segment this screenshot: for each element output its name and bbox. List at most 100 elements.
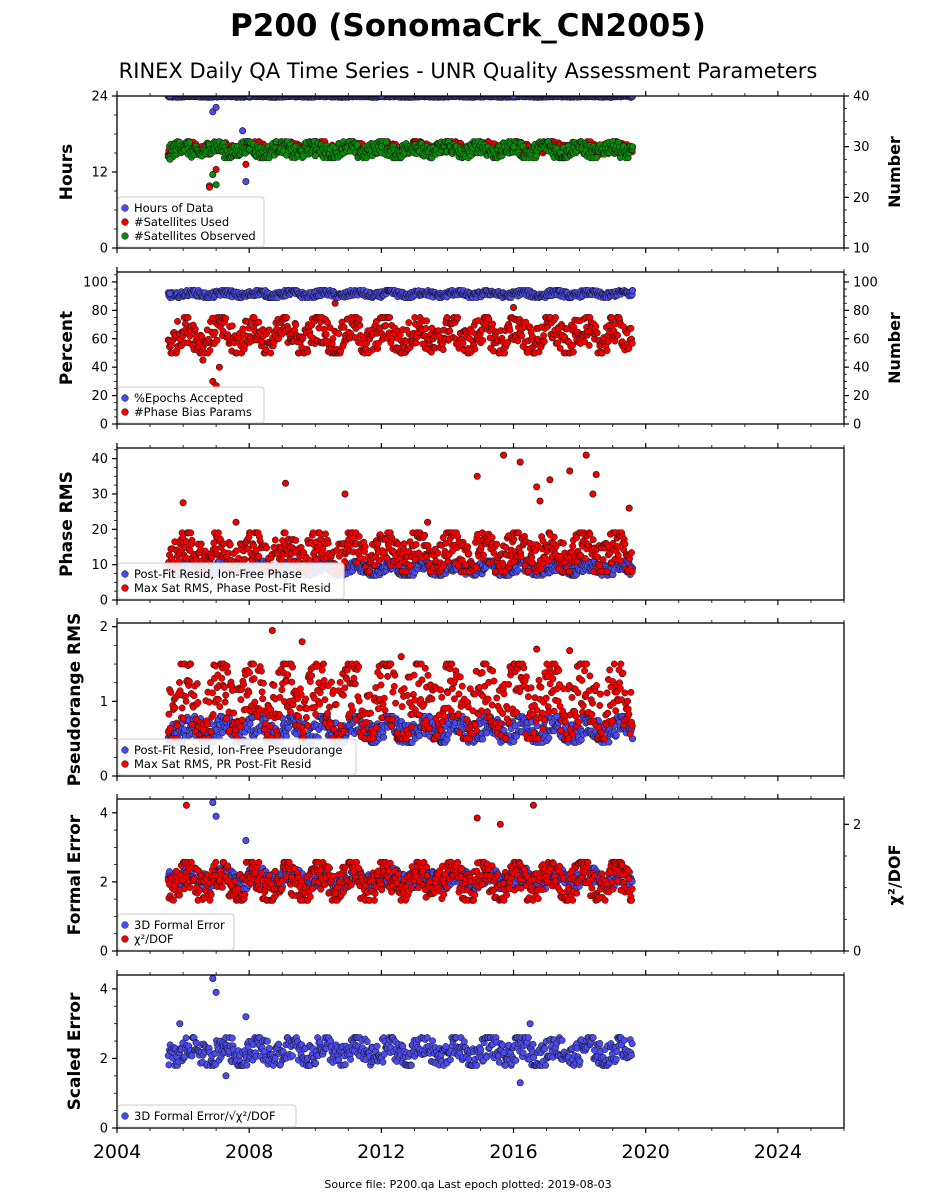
data-point xyxy=(359,556,365,562)
data-point xyxy=(401,541,407,547)
data-point xyxy=(227,541,233,547)
y-right-tick-label: 30 xyxy=(853,140,870,155)
legend-marker xyxy=(122,395,129,402)
data-point xyxy=(552,314,558,320)
legend-marker xyxy=(122,409,129,416)
data-point xyxy=(435,550,441,556)
data-point xyxy=(570,349,576,355)
data-point xyxy=(330,335,336,341)
data-point xyxy=(489,534,495,540)
y-right-tick-label: 60 xyxy=(853,332,870,347)
data-point xyxy=(527,324,533,330)
data-point xyxy=(357,322,363,328)
data-point xyxy=(325,540,331,546)
data-point xyxy=(213,182,219,188)
data-point xyxy=(501,350,507,356)
y-axis-label: Hours xyxy=(57,144,77,201)
data-point xyxy=(371,562,377,568)
data-point xyxy=(628,325,634,331)
data-point xyxy=(354,142,360,148)
data-point xyxy=(541,338,547,344)
legend-label: #Satellites Observed xyxy=(134,229,256,243)
y-right-axis-label: Number xyxy=(885,136,904,208)
legend: Hours of Data#Satellites Used#Satellites… xyxy=(118,197,264,247)
data-point xyxy=(167,156,173,162)
data-point xyxy=(212,329,218,335)
data-point xyxy=(540,332,546,338)
data-point xyxy=(268,350,274,356)
data-point xyxy=(322,531,328,537)
data-point xyxy=(383,322,389,328)
data-point xyxy=(519,333,525,339)
y-tick-label: 0 xyxy=(100,418,108,433)
data-point xyxy=(510,144,516,150)
data-point xyxy=(378,144,384,150)
data-point xyxy=(184,555,190,561)
data-point xyxy=(192,326,198,332)
data-point xyxy=(216,364,222,370)
data-point xyxy=(386,314,392,320)
data-point xyxy=(490,321,496,327)
data-point xyxy=(629,144,635,150)
data-point xyxy=(472,346,478,352)
data-point xyxy=(174,318,180,324)
data-point xyxy=(264,545,270,551)
data-point xyxy=(480,337,486,343)
y-tick-label: 80 xyxy=(91,304,108,319)
y-right-tick-label: 40 xyxy=(853,90,870,105)
series-1 xyxy=(165,287,636,301)
data-point xyxy=(198,541,204,547)
data-point xyxy=(341,324,347,330)
data-point xyxy=(614,332,620,338)
data-point xyxy=(494,541,500,547)
data-point xyxy=(604,347,610,353)
data-point xyxy=(214,337,220,343)
y-right-tick-label: 100 xyxy=(853,275,878,290)
legend-label: %Epochs Accepted xyxy=(134,391,243,405)
legend-marker xyxy=(122,219,129,226)
y-right-tick-label: 20 xyxy=(853,191,870,206)
y-tick-label: 40 xyxy=(91,361,108,376)
y-tick-label: 0 xyxy=(100,242,108,257)
data-point xyxy=(629,340,635,346)
data-point xyxy=(213,104,219,110)
data-point xyxy=(455,314,461,320)
series-3 xyxy=(165,138,636,187)
data-point xyxy=(396,562,402,568)
data-point xyxy=(316,530,322,536)
figure-subtitle: RINEX Daily QA Time Series - UNR Quality… xyxy=(119,59,818,83)
data-point xyxy=(406,319,412,325)
data-point xyxy=(207,347,213,353)
data-point xyxy=(293,322,299,328)
data-point xyxy=(366,569,372,575)
data-points xyxy=(165,93,636,191)
data-point xyxy=(423,325,429,331)
data-point xyxy=(384,555,390,561)
legend-marker xyxy=(122,233,129,240)
data-point xyxy=(586,342,592,348)
series-2 xyxy=(165,452,635,575)
data-point xyxy=(323,331,329,337)
data-point xyxy=(283,314,289,320)
legend-marker xyxy=(122,205,129,212)
data-point xyxy=(186,139,192,145)
data-point xyxy=(395,541,401,547)
data-point xyxy=(282,530,288,536)
data-point xyxy=(188,530,194,536)
data-point xyxy=(293,537,299,543)
data-point xyxy=(223,315,229,321)
data-point xyxy=(239,128,245,134)
data-point xyxy=(206,184,212,190)
data-point xyxy=(593,155,599,161)
data-point xyxy=(305,349,311,355)
data-point xyxy=(272,537,278,543)
data-point xyxy=(466,550,472,556)
data-point xyxy=(413,541,419,547)
data-points xyxy=(165,287,636,389)
y-right-axis-label: Number xyxy=(885,312,904,384)
data-point xyxy=(473,564,479,570)
y-right-tick-label: 0 xyxy=(853,418,861,433)
